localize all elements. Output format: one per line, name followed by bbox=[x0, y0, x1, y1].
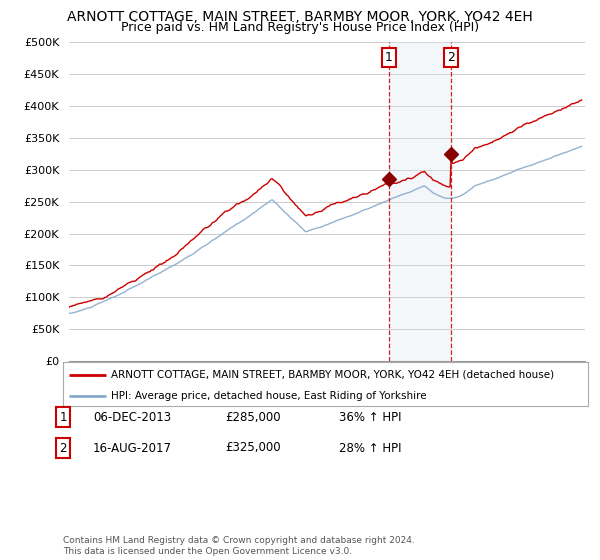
Text: 06-DEC-2013: 06-DEC-2013 bbox=[93, 410, 171, 424]
Text: HPI: Average price, detached house, East Riding of Yorkshire: HPI: Average price, detached house, East… bbox=[112, 391, 427, 402]
Text: 2: 2 bbox=[59, 441, 67, 455]
Text: 2: 2 bbox=[447, 51, 455, 64]
Text: £285,000: £285,000 bbox=[225, 410, 281, 424]
Text: 16-AUG-2017: 16-AUG-2017 bbox=[93, 441, 172, 455]
Text: ARNOTT COTTAGE, MAIN STREET, BARMBY MOOR, YORK, YO42 4EH (detached house): ARNOTT COTTAGE, MAIN STREET, BARMBY MOOR… bbox=[112, 370, 554, 380]
Text: 28% ↑ HPI: 28% ↑ HPI bbox=[339, 441, 401, 455]
Bar bbox=[389, 42, 451, 361]
Text: £325,000: £325,000 bbox=[225, 441, 281, 455]
Text: 1: 1 bbox=[59, 410, 67, 424]
Text: Contains HM Land Registry data © Crown copyright and database right 2024.
This d: Contains HM Land Registry data © Crown c… bbox=[63, 536, 415, 556]
Text: ARNOTT COTTAGE, MAIN STREET, BARMBY MOOR, YORK, YO42 4EH: ARNOTT COTTAGE, MAIN STREET, BARMBY MOOR… bbox=[67, 10, 533, 24]
Text: Price paid vs. HM Land Registry's House Price Index (HPI): Price paid vs. HM Land Registry's House … bbox=[121, 21, 479, 34]
Text: 1: 1 bbox=[385, 51, 393, 64]
Text: 36% ↑ HPI: 36% ↑ HPI bbox=[339, 410, 401, 424]
